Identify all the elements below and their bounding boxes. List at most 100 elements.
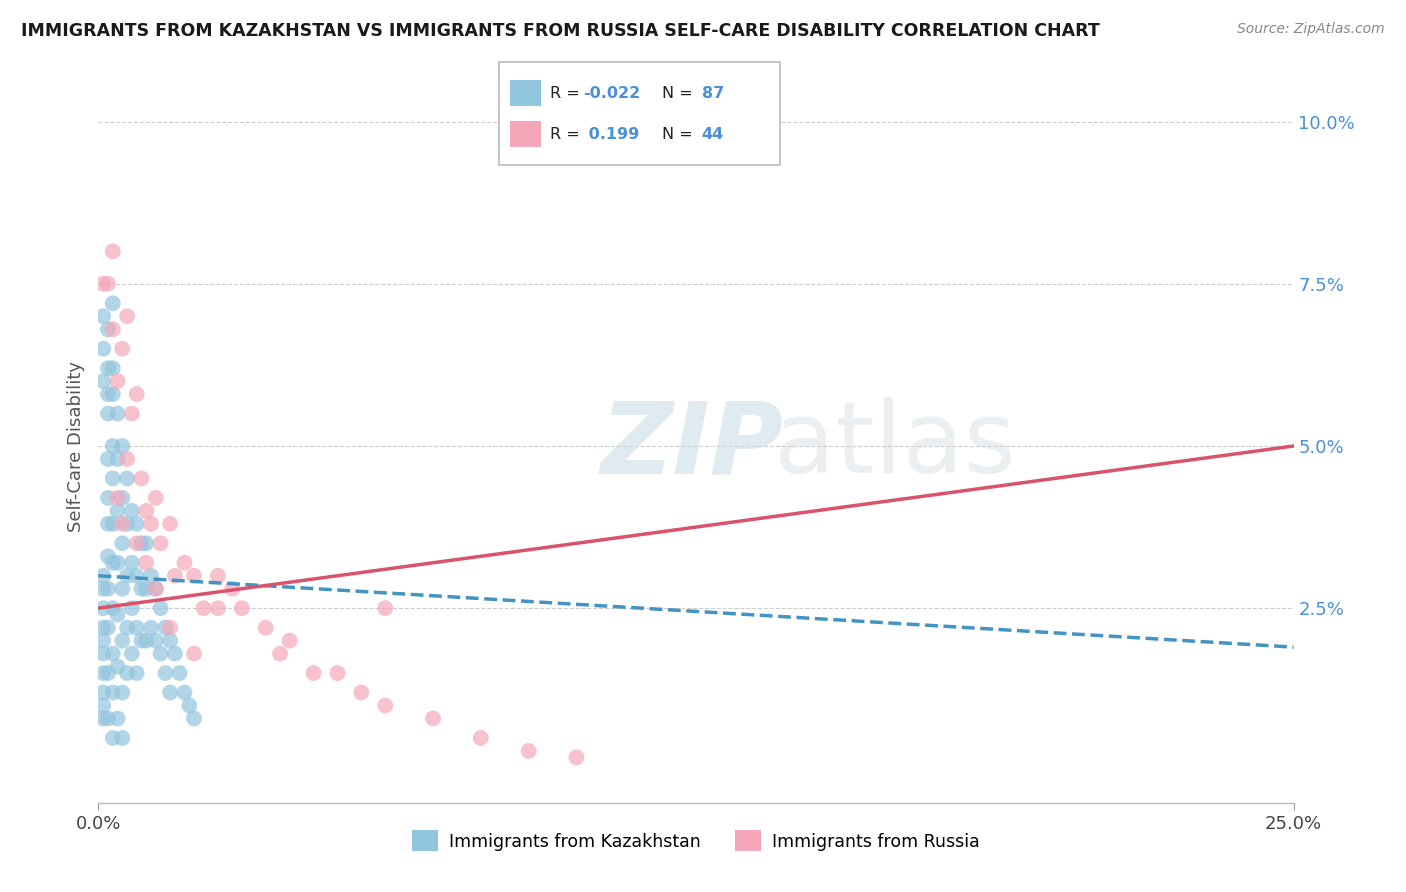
Point bbox=[107, 659, 129, 673]
Point bbox=[111, 633, 134, 648]
Point bbox=[107, 407, 129, 421]
Point bbox=[125, 516, 148, 531]
Point bbox=[155, 666, 177, 681]
Point bbox=[97, 452, 120, 467]
Point bbox=[139, 568, 162, 582]
Point bbox=[145, 633, 167, 648]
Point bbox=[135, 633, 157, 648]
Point bbox=[115, 452, 138, 467]
Point bbox=[169, 666, 191, 681]
Point bbox=[91, 666, 114, 681]
Point bbox=[115, 310, 138, 324]
Point bbox=[107, 452, 129, 467]
Point bbox=[565, 750, 588, 764]
Point bbox=[149, 536, 172, 550]
Point bbox=[91, 633, 114, 648]
Point bbox=[145, 582, 167, 596]
Point bbox=[97, 516, 120, 531]
Point bbox=[91, 601, 114, 615]
Point bbox=[97, 491, 120, 505]
Point bbox=[101, 296, 124, 310]
Point bbox=[179, 698, 201, 713]
Text: -0.022: -0.022 bbox=[583, 86, 641, 101]
Point bbox=[111, 536, 134, 550]
Point bbox=[91, 310, 114, 324]
Point bbox=[101, 731, 124, 745]
Point bbox=[131, 536, 153, 550]
Point bbox=[111, 491, 134, 505]
Point bbox=[159, 685, 181, 699]
Text: atlas: atlas bbox=[773, 398, 1015, 494]
Point bbox=[135, 582, 157, 596]
Point bbox=[231, 601, 253, 615]
Point bbox=[101, 556, 124, 570]
Point bbox=[155, 621, 177, 635]
Point bbox=[101, 601, 124, 615]
Point bbox=[159, 633, 181, 648]
Point bbox=[470, 731, 492, 745]
Point bbox=[163, 647, 186, 661]
Point bbox=[91, 647, 114, 661]
Text: ZIP: ZIP bbox=[600, 398, 783, 494]
Point bbox=[183, 711, 205, 725]
Point bbox=[254, 621, 277, 635]
Point bbox=[101, 244, 124, 259]
Point bbox=[221, 582, 243, 596]
Point bbox=[121, 647, 143, 661]
Point bbox=[107, 491, 129, 505]
Point bbox=[91, 698, 114, 713]
Point bbox=[107, 607, 129, 622]
Point bbox=[101, 361, 124, 376]
Point bbox=[115, 621, 138, 635]
Text: Source: ZipAtlas.com: Source: ZipAtlas.com bbox=[1237, 22, 1385, 37]
Point bbox=[91, 685, 114, 699]
Point bbox=[125, 568, 148, 582]
Point bbox=[91, 621, 114, 635]
Point bbox=[135, 504, 157, 518]
Point bbox=[183, 568, 205, 582]
Point bbox=[101, 685, 124, 699]
Point bbox=[517, 744, 540, 758]
Point bbox=[183, 647, 205, 661]
Point bbox=[121, 407, 143, 421]
Point bbox=[97, 549, 120, 564]
Point bbox=[139, 621, 162, 635]
Point bbox=[374, 601, 396, 615]
Point bbox=[125, 666, 148, 681]
Point bbox=[278, 633, 301, 648]
Point bbox=[101, 387, 124, 401]
Point bbox=[135, 536, 157, 550]
Point bbox=[121, 601, 143, 615]
Point bbox=[159, 516, 181, 531]
Point bbox=[91, 568, 114, 582]
Point bbox=[97, 711, 120, 725]
Point bbox=[107, 374, 129, 388]
Point bbox=[121, 556, 143, 570]
Point bbox=[115, 568, 138, 582]
Point bbox=[107, 711, 129, 725]
Point bbox=[91, 342, 114, 356]
Point bbox=[173, 556, 195, 570]
Point bbox=[207, 568, 229, 582]
Point bbox=[131, 471, 153, 485]
Text: 0.199: 0.199 bbox=[583, 127, 640, 142]
Point bbox=[125, 387, 148, 401]
Point bbox=[149, 601, 172, 615]
FancyBboxPatch shape bbox=[499, 62, 780, 165]
Point bbox=[111, 516, 134, 531]
Point bbox=[661, 147, 683, 161]
Point bbox=[125, 536, 148, 550]
Point bbox=[107, 556, 129, 570]
Point bbox=[101, 471, 124, 485]
Point bbox=[193, 601, 215, 615]
Point bbox=[163, 568, 186, 582]
Point bbox=[350, 685, 373, 699]
Point bbox=[91, 374, 114, 388]
Point bbox=[91, 582, 114, 596]
Text: N =: N = bbox=[662, 127, 699, 142]
Point bbox=[97, 361, 120, 376]
Point bbox=[107, 504, 129, 518]
Legend: Immigrants from Kazakhstan, Immigrants from Russia: Immigrants from Kazakhstan, Immigrants f… bbox=[405, 823, 987, 858]
Point bbox=[111, 342, 134, 356]
Point bbox=[97, 387, 120, 401]
